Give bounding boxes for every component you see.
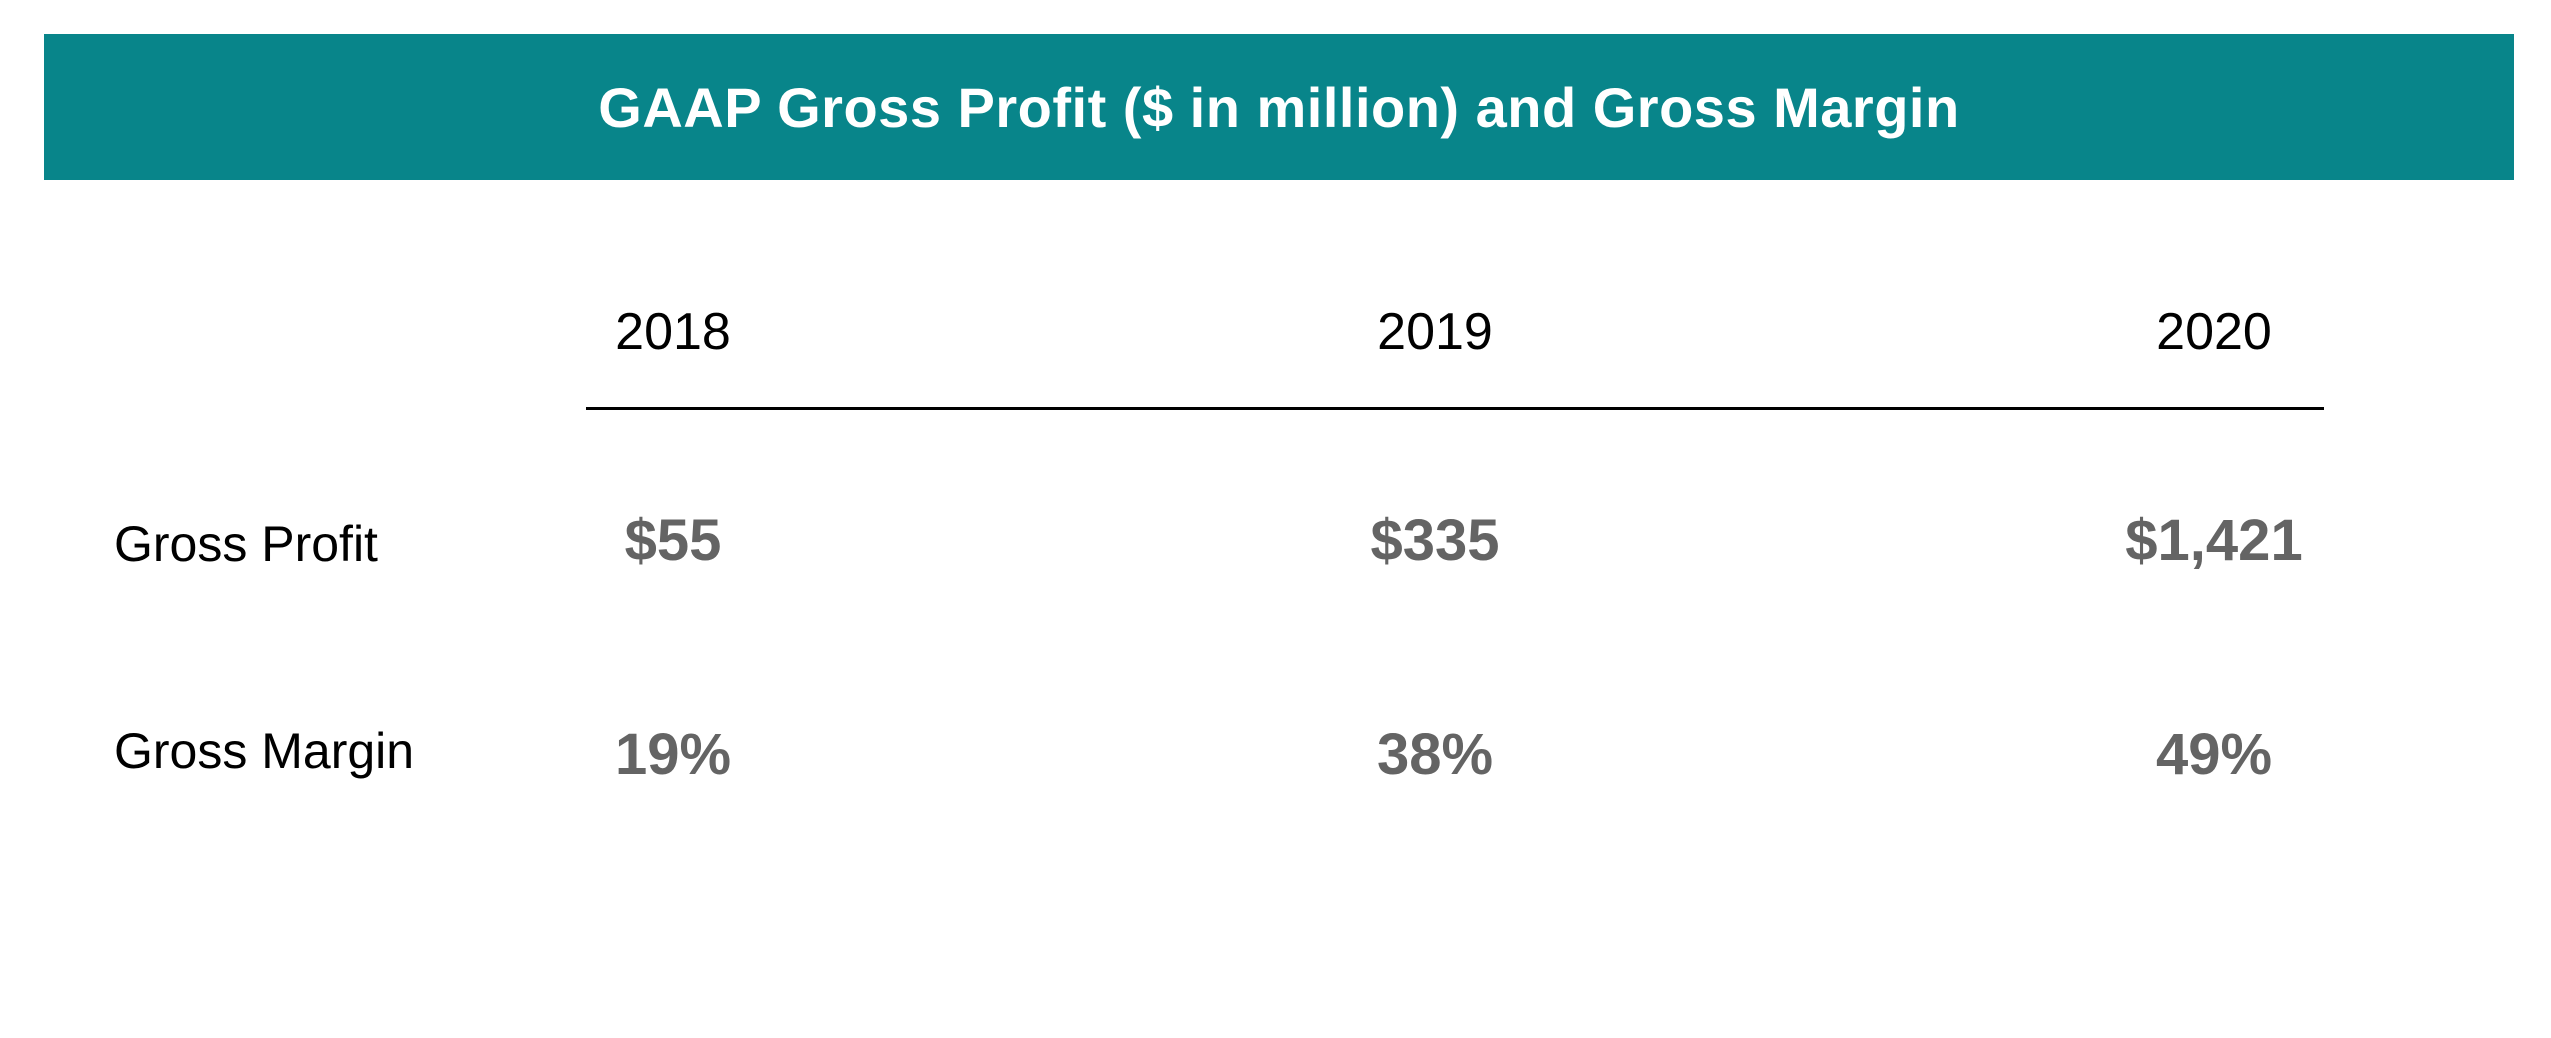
chart-title: GAAP Gross Profit ($ in million) and Gro… <box>598 75 1960 139</box>
column-header-2019: 2019 <box>1377 303 1493 361</box>
column-header-2020: 2020 <box>2156 303 2272 361</box>
gross-profit-2019: $335 <box>1370 508 1500 573</box>
gross-profit-2020: $1,421 <box>2125 508 2303 573</box>
row-label-gross-margin: Gross Margin <box>114 723 415 779</box>
column-header-2018: 2018 <box>615 303 731 361</box>
gross-margin-2020: 49% <box>2155 722 2273 787</box>
gross-margin-2019: 38% <box>1376 722 1494 787</box>
gross-margin-2018: 19% <box>614 722 732 787</box>
title-banner: GAAP Gross Profit ($ in million) and Gro… <box>44 34 2514 180</box>
row-label-gross-profit: Gross Profit <box>114 516 378 572</box>
gross-profit-2018: $55 <box>624 508 722 573</box>
header-divider <box>586 407 2324 410</box>
